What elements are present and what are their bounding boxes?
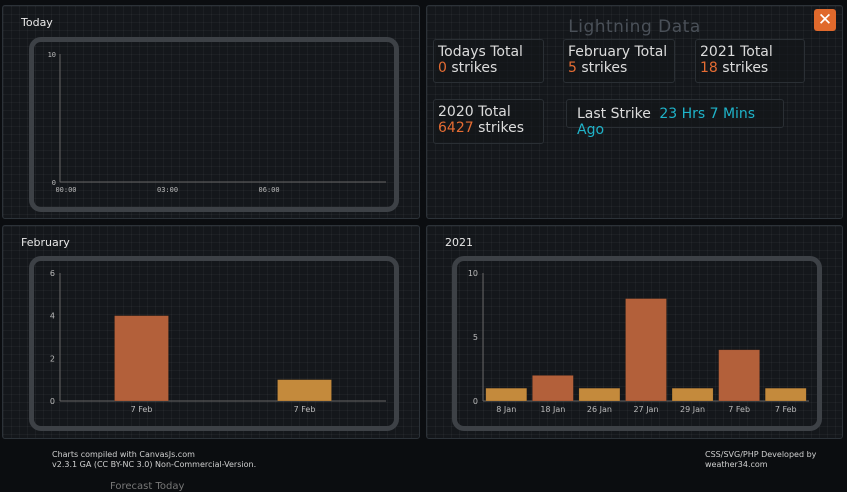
y-tick-label: 0 [50,397,55,406]
year-total-label: 2021 Total [700,44,773,60]
close-icon: ✕ [817,9,833,30]
bar [764,387,807,402]
bar [578,387,621,402]
last-strike-value: 23 Hrs 7 Mins Ago [577,106,756,138]
bottom-hint-text: Forecast Today [110,481,185,492]
bar [718,349,760,402]
year-total-value: 18 [700,60,718,76]
last-strike-label: Last Strike [577,106,651,122]
bar [485,387,528,402]
y-tick-label: 2 [50,354,55,363]
x-tick-label: 18 Jan [540,405,565,414]
y-tick-label: 0 [473,397,478,406]
year-panel-title: 2021 [445,236,473,249]
bar [114,315,169,402]
footer-left-line1: Charts compiled with CanvasJs.com [52,450,195,459]
x-tick-label: 27 Jan [633,405,658,414]
footer-developer: CSS/SVG/PHP Developed by weather34.com [705,450,816,470]
y-tick-label: 10 [468,269,478,278]
x-tick-label: 7 Feb [728,405,750,414]
todays-total-value: 0 [438,60,447,76]
x-tick-label: 26 Jan [587,405,612,414]
strikes-unit: strikes [451,60,498,76]
x-tick-label: 7 Feb [775,405,797,414]
today-panel: Today 0 10 00:00 03:00 06:00 [2,5,420,219]
february-total-label: February Total [568,44,668,60]
footer-left-line2: v2.3.1 GA (CC BY-NC 3.0) Non-Commercial-… [52,460,257,469]
today-chart-frame: 0 10 00:00 03:00 06:00 [29,37,399,212]
prev-year-total-label: 2020 Total [438,104,511,120]
year-chart-frame: 0 5 10 8 Jan 18 Jan 26 Jan 27 Jan 29 Jan 7 Feb 7 … [452,256,822,431]
year-total-box: 2021 Total 18 strikes [695,39,805,83]
february-total-value: 5 [568,60,577,76]
x-tick-label: 06:00 [259,186,280,194]
todays-total-label: Todays Total [438,44,523,60]
x-tick-label: 7 Feb [131,405,153,414]
prev-year-total-box: 2020 Total 6427 strikes [433,99,544,144]
x-tick-label: 8 Jan [496,405,516,414]
y-tick-label: 0 [52,179,56,187]
y-tick-label: 10 [48,51,56,59]
february-panel-title: February [21,236,70,249]
footer-credits: Charts compiled with CanvasJs.com v2.3.1… [52,450,256,470]
y-tick-label: 6 [50,269,55,278]
today-panel-title: Today [21,16,53,29]
bar [277,379,332,402]
strikes-unit: strikes [478,120,525,136]
info-title: Lightning Data [568,17,701,37]
february-total-box: February Total 5 strikes [563,39,675,83]
february-chart: 0 2 4 6 7 Feb 7 Feb [50,269,386,414]
year-panel: 2021 0 5 10 8 Jan 18 Jan 26 Jan 27 Jan 29 Jan 7 … [426,225,843,439]
prev-year-total-value: 6427 [438,120,474,136]
february-chart-frame: 0 2 4 6 7 Feb 7 Feb [29,256,399,431]
y-tick-label: 5 [473,333,478,342]
todays-total-box: Todays Total 0 strikes [433,39,544,83]
lightning-info-panel: Lightning Data ✕ Todays Total 0 strikes … [426,5,843,219]
year-chart: 0 5 10 8 Jan 18 Jan 26 Jan 27 Jan 29 Jan 7 Feb 7 … [468,269,809,414]
strikes-unit: strikes [722,60,769,76]
x-tick-label: 00:00 [55,186,76,194]
bar [532,375,574,402]
x-tick-label: 7 Feb [294,405,316,414]
strikes-unit: strikes [581,60,628,76]
today-chart: 0 10 00:00 03:00 06:00 [48,51,386,194]
footer-right-line1: CSS/SVG/PHP Developed by [705,450,817,459]
last-strike-box: Last Strike 23 Hrs 7 Mins Ago [566,99,784,138]
february-panel: February 0 2 4 6 7 Feb 7 Feb [2,225,420,439]
footer-right-line2: weather34.com [705,460,768,469]
bar [625,298,667,402]
close-button[interactable]: ✕ [814,9,836,31]
y-tick-label: 4 [50,312,55,321]
bar [671,387,714,402]
x-tick-label: 29 Jan [680,405,705,414]
x-tick-label: 03:00 [157,186,178,194]
